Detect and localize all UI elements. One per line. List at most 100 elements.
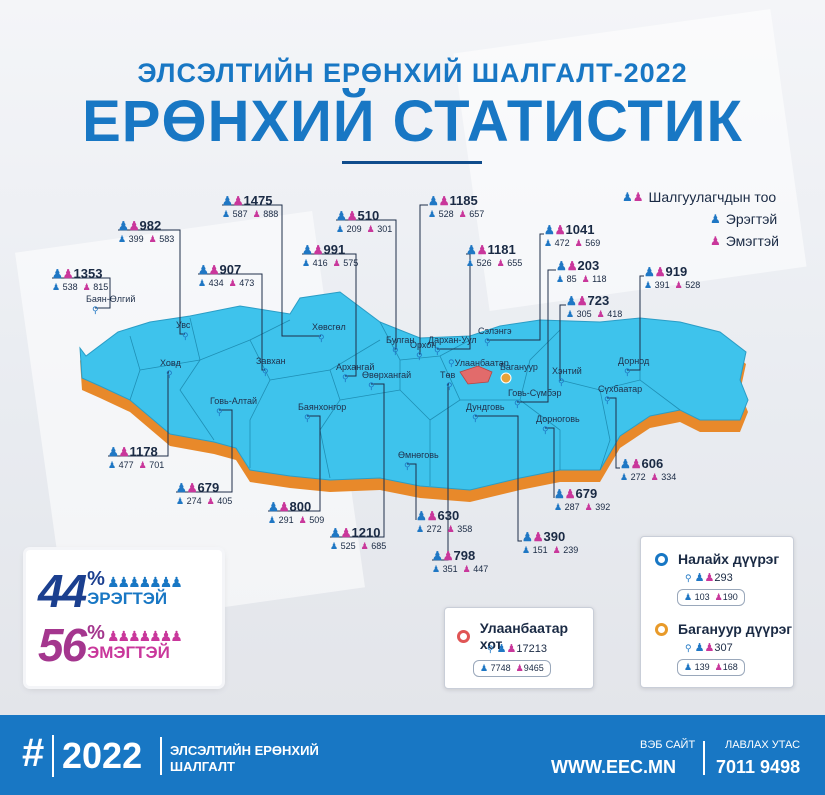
leader-line: [198, 273, 265, 371]
footer-divider: [52, 735, 54, 777]
province-stat: ♟♟606 ♟ 272 ♟ 334: [620, 456, 676, 483]
province-stat: ♟♟390 ♟ 151 ♟ 239: [522, 529, 578, 556]
leader-line: [475, 415, 522, 542]
footer-web-label: ВЭБ САЙТ: [640, 739, 696, 751]
province-label: Говь-Сүмбэр: [508, 388, 562, 398]
location-dot-icon: [655, 552, 668, 566]
footer: # 2022 ЭЛСЭЛТИЙН ЕРӨНХИЙ ШАЛГАЛТ ВЭБ САЙ…: [0, 715, 825, 795]
province-gender-split: ♟ 587 ♟ 888: [222, 209, 279, 219]
province-stat: ♟♟1041 ♟ 472 ♟ 569: [544, 222, 600, 249]
footer-year: 2022: [62, 735, 143, 776]
province-gender-split: ♟ 526 ♟ 655: [466, 258, 523, 268]
province-label: Баян-Өлгий: [86, 294, 136, 304]
province-label: Говь-Алтай: [210, 396, 258, 406]
footer-hash: #: [22, 731, 45, 775]
male-icon: ♟: [710, 212, 721, 226]
province-total: ♟♟1353: [52, 266, 103, 281]
province-stat: ♟♟1475 ♟ 587 ♟ 888: [222, 193, 278, 220]
pin-icon: ⚲: [558, 377, 565, 387]
province-total: ♟♟606: [620, 456, 664, 471]
province-total: ♟♟991: [302, 242, 346, 257]
leader-line: [108, 371, 169, 457]
province-gender-split: ♟ 538 ♟ 815: [52, 282, 109, 292]
pin-icon: ⚲: [262, 367, 269, 377]
mongolia-map: [52, 204, 749, 561]
province-total: ♟♟1181: [466, 242, 516, 257]
pin-icon: ⚲: [216, 407, 223, 417]
province-stat: ♟♟1178 ♟ 477 ♟ 701: [108, 444, 164, 471]
pin-icon: ⚲: [685, 573, 692, 583]
leader-line: [302, 253, 357, 377]
province-label: Сэлэнгэ: [478, 326, 512, 336]
province-gender-split: ♟ 434 ♟ 473: [198, 278, 255, 288]
province-gender-split: ♟ 525 ♟ 685: [330, 541, 387, 551]
province-label: Булган: [386, 335, 415, 345]
province-borders: [129, 317, 681, 486]
leader-line: [627, 275, 644, 371]
province-total: ♟♟982: [118, 218, 162, 233]
title-underline: [342, 161, 482, 164]
pin-icon: ⚲: [542, 425, 549, 435]
province-stat: ♟♟991 ♟ 416 ♟ 575: [302, 242, 358, 269]
pin-icon: ⚲: [416, 351, 423, 361]
female-percentage: 56 % ♟♟♟♟♟♟♟ ЭМЭГТЭЙ: [38, 619, 183, 671]
province-gender-split: ♟ 305 ♟ 418: [566, 309, 623, 319]
legend-female: ♟ Эмэгтэй: [710, 233, 779, 249]
leader-line: [607, 397, 620, 469]
exam-subtitle: ЭЛСЭЛТИЙН ЕРӨНХИЙ ШАЛГАЛТ-2022: [137, 58, 688, 88]
pin-icon: ⚲: [472, 413, 479, 423]
footer-phone-label: ЛАВЛАХ УТАС: [725, 739, 801, 751]
province-stat: ♟♟723 ♟ 305 ♟ 418: [566, 293, 622, 320]
footer-exam-name: ЭЛСЭЛТИЙН ЕРӨНХИЙ ШАЛГАЛТ: [170, 743, 319, 774]
province-total: ♟♟203: [556, 258, 600, 273]
province-gender-split: ♟ 209 ♟ 301: [336, 224, 393, 234]
pin-icon: ⚲: [404, 461, 411, 471]
province-label: Дорноговь: [536, 414, 580, 424]
footer-divider: [703, 741, 705, 775]
location-dot-icon: [457, 629, 470, 643]
province-gender-split: ♟ 151 ♟ 239: [522, 545, 579, 555]
province-stat: ♟♟203 ♟ 85 ♟ 118: [556, 258, 607, 285]
province-total: ♟♟798: [432, 548, 476, 563]
leader-line: [330, 383, 385, 538]
footer-divider: [160, 737, 162, 775]
province-total: ♟♟630: [416, 508, 460, 523]
province-total: ♟♟1178: [108, 444, 158, 459]
footer-phone[interactable]: 7011 9498: [716, 757, 801, 777]
pin-icon: ⚲: [368, 381, 375, 391]
province-gender-split: ♟ 477 ♟ 701: [108, 460, 165, 470]
province-stat: ♟♟919 ♟ 391 ♟ 528: [644, 264, 700, 291]
province-stat: ♟♟679 ♟ 287 ♟ 392: [554, 486, 610, 513]
province-stat: ♟♟982 ♟ 399 ♟ 583: [118, 218, 174, 245]
leader-line: [407, 463, 417, 520]
province-stat: ♟♟1185 ♟ 528 ♟ 657: [428, 193, 484, 220]
nalaikh-total: ⚲ ♟♟293: [685, 572, 733, 584]
province-gender-split: ♟ 528 ♟ 657: [428, 209, 485, 219]
province-total: ♟♟1475: [222, 193, 273, 208]
province-label: Өвөрхангай: [362, 370, 412, 380]
province-label: Ховд: [160, 358, 181, 368]
province-gender-split: ♟ 85 ♟ 118: [556, 274, 607, 284]
province-label: Төв: [440, 370, 456, 380]
province-stat: ♟♟1210 ♟ 525 ♟ 685: [330, 525, 386, 552]
province-label: Завхан: [256, 356, 286, 366]
female-figures-icon: ♟♟♟♟♟♟♟: [106, 628, 183, 644]
map-shape: [79, 291, 749, 502]
province-gender-split: ♟ 472 ♟ 569: [544, 238, 601, 248]
baganuur-total: ⚲ ♟♟307: [685, 642, 733, 654]
footer-website-link[interactable]: WWW.EEC.MN: [551, 757, 676, 777]
pin-icon: ⚲: [166, 369, 173, 379]
province-stat: ♟♟1353 ♟ 538 ♟ 815: [52, 266, 108, 293]
province-stat: ♟♟679 ♟ 274 ♟ 405: [176, 480, 232, 507]
pin-icon: ⚲: [484, 337, 491, 347]
province-label: Сүхбаатар: [598, 384, 643, 394]
leader-line: [268, 415, 321, 512]
ulaanbaatar-region: [459, 365, 493, 385]
province-gender-split: ♟ 291 ♟ 509: [268, 515, 325, 525]
province-label: Дархан-Уул: [428, 335, 477, 345]
province-total: ♟♟510: [336, 208, 380, 223]
people-icon: ♟♟: [622, 190, 644, 204]
leader-line: [52, 277, 111, 309]
leader-line: [118, 229, 185, 335]
province-stat: ♟♟510 ♟ 209 ♟ 301: [336, 208, 392, 235]
